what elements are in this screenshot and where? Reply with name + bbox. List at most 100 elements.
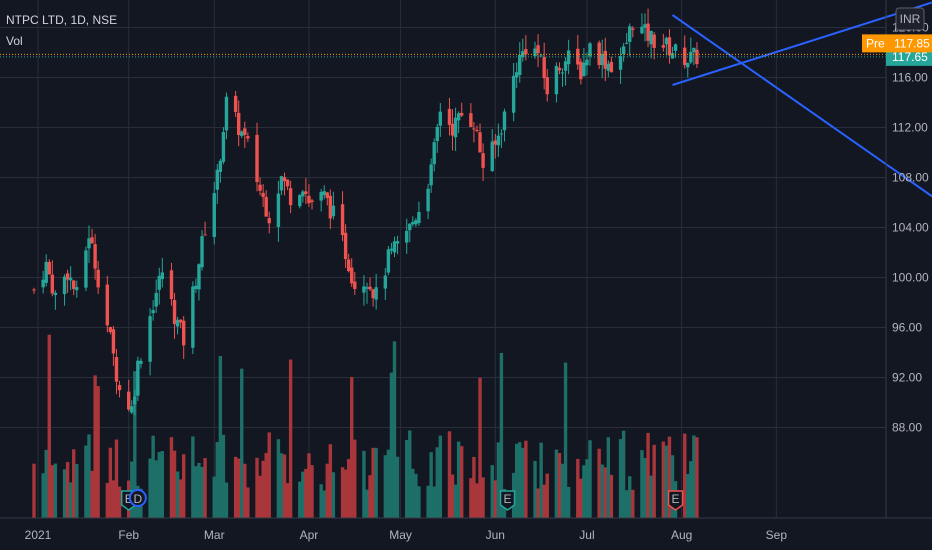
volume-bar — [692, 435, 696, 518]
candle-body — [258, 184, 262, 191]
pre-market-tag[interactable] — [862, 34, 932, 53]
candle-body — [32, 289, 36, 291]
volume-bar — [175, 471, 180, 518]
candle-body — [264, 197, 268, 217]
pre-market-value: 117.85 — [894, 36, 930, 50]
candle-body — [246, 136, 250, 139]
x-tick-label: 2021 — [25, 528, 52, 542]
volume-bar — [96, 386, 100, 518]
volume-bar — [279, 453, 284, 518]
candle-body — [160, 272, 165, 280]
earnings-marker[interactable]: E — [667, 490, 684, 511]
volume-bar — [288, 359, 293, 518]
volume-bar — [646, 432, 650, 518]
volume-bar — [301, 471, 305, 518]
volume-bar — [105, 482, 110, 518]
event-marker-letter: D — [134, 492, 143, 506]
volume-bar — [478, 377, 482, 518]
candle-body — [343, 232, 348, 260]
candle-body — [44, 261, 48, 283]
currency-badge[interactable]: INR — [895, 7, 925, 31]
volume-legend[interactable]: Vol — [6, 34, 23, 48]
volume-bar — [151, 435, 155, 518]
candle-body — [597, 42, 601, 66]
volume-bar — [536, 488, 540, 518]
volume-bar — [178, 479, 183, 518]
volume-bar — [108, 447, 113, 518]
volume-bar — [383, 455, 388, 518]
volume-bar — [554, 449, 559, 518]
candle-body — [325, 192, 329, 199]
candle-body — [496, 135, 501, 146]
candle-body — [301, 191, 305, 197]
candle-body — [429, 164, 433, 186]
candle-body — [331, 205, 336, 217]
trendlines[interactable] — [0, 1, 932, 198]
candle-body — [661, 45, 666, 48]
volume-bar — [414, 473, 418, 518]
volume-bar — [450, 474, 455, 518]
volume-bar — [133, 371, 137, 518]
candle-body — [282, 177, 287, 182]
candle-body — [609, 61, 614, 73]
volume-bar — [609, 474, 614, 518]
volume-bar — [453, 484, 458, 518]
candle-body — [47, 261, 51, 275]
candle-body — [133, 396, 137, 405]
volume-bar — [560, 463, 565, 518]
candle-body — [212, 193, 216, 237]
volume-bar — [53, 463, 58, 518]
candle-body — [518, 54, 522, 75]
candle-body — [683, 47, 687, 66]
x-tick-label: Aug — [671, 528, 692, 542]
candle-body — [224, 96, 229, 131]
candle-body — [426, 188, 430, 212]
dividend-marker-badge — [128, 489, 147, 507]
candle-body — [371, 289, 375, 299]
volume-bar — [408, 430, 412, 518]
candle-body — [68, 277, 73, 281]
candle-body — [582, 62, 586, 77]
candle-body — [285, 179, 290, 187]
volume-bar — [246, 487, 250, 518]
volume-bar — [255, 457, 259, 518]
volume-bar — [429, 452, 433, 518]
symbol-legend[interactable]: NTPC LTD, 1D, NSE — [6, 13, 117, 27]
candle-body — [460, 112, 464, 116]
descending-trendline[interactable] — [671, 14, 932, 198]
ascending-trendline[interactable] — [672, 1, 932, 86]
volume-bar — [93, 375, 97, 518]
volume-bar — [585, 459, 589, 518]
volume-bar — [264, 453, 268, 518]
candle-body — [670, 53, 675, 59]
volume-bar — [566, 486, 571, 518]
volume-bar — [72, 449, 76, 518]
volume-bar — [157, 452, 161, 518]
earnings-marker[interactable]: E — [499, 490, 516, 511]
candle-body — [62, 276, 67, 295]
candle-body — [628, 26, 632, 42]
x-tick-label: May — [389, 528, 412, 542]
candle-body — [435, 126, 439, 142]
candle-body — [41, 279, 45, 288]
candle-body — [178, 319, 183, 323]
last-price-value: 117.65 — [892, 50, 928, 64]
volume-bar — [350, 376, 354, 518]
candle-body — [554, 65, 559, 95]
volume-bar — [68, 482, 73, 518]
candle-body — [472, 128, 476, 130]
candle-body — [646, 23, 650, 41]
candle-body — [148, 316, 152, 362]
volume-bar — [621, 430, 626, 518]
candle-body — [346, 259, 351, 272]
volume-bar — [285, 483, 290, 518]
event-marker-letter: E — [125, 492, 133, 506]
volume-bar — [417, 486, 421, 518]
candle-body — [490, 141, 494, 171]
candle-body — [542, 57, 546, 79]
y-tick-label: 96.00 — [892, 321, 922, 335]
dividend-marker[interactable]: D — [128, 489, 147, 507]
